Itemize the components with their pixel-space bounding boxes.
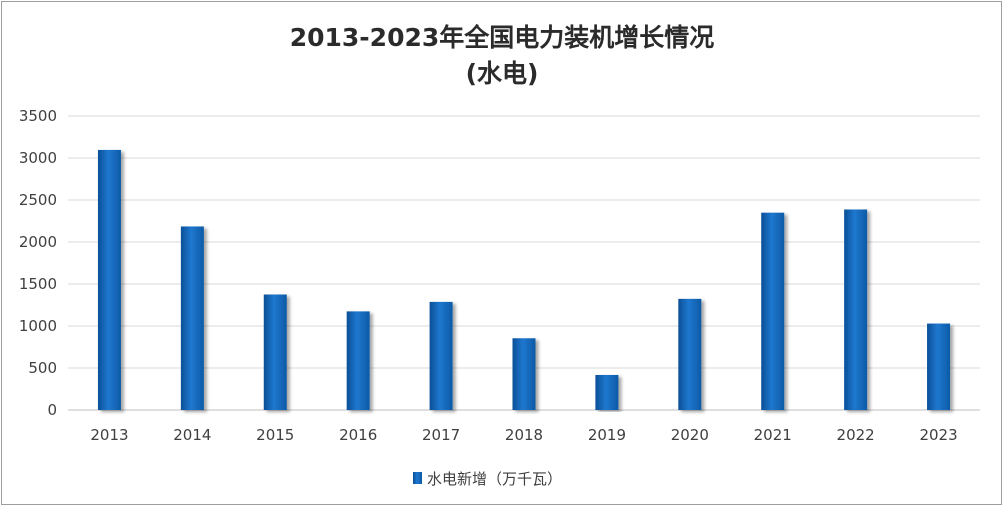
bar-2020 [678, 298, 702, 410]
y-tick-label: 1500 [19, 275, 57, 293]
x-tick-label: 2014 [173, 426, 211, 444]
x-tick-label: 2013 [90, 426, 128, 444]
bar-2019 [595, 374, 619, 410]
bar-2018 [512, 338, 536, 410]
y-tick-label: 2500 [19, 191, 57, 209]
x-tick-label: 2020 [671, 426, 709, 444]
x-tick-label: 2016 [339, 426, 377, 444]
x-tick-label: 2022 [837, 426, 875, 444]
legend: 水电新增（万千瓦） [413, 470, 562, 488]
y-tick-label: 1000 [19, 317, 57, 335]
x-tick-label: 2017 [422, 426, 460, 444]
bar-2014 [180, 226, 204, 410]
chart-subtitle: (水电) [466, 59, 539, 88]
bars [97, 149, 951, 410]
x-tick-label: 2015 [256, 426, 294, 444]
bar-2023 [927, 323, 951, 410]
y-axis-ticks: 0 500 1000 1500 2000 2500 3000 3500 [19, 107, 57, 419]
x-tick-label: 2019 [588, 426, 626, 444]
chart-title: 2013-2023年全国电力装机增长情况 [290, 23, 715, 52]
y-tick-label: 3000 [19, 149, 57, 167]
y-tick-label: 500 [28, 359, 57, 377]
legend-label: 水电新增（万千瓦） [427, 470, 562, 488]
bar-2021 [761, 212, 785, 410]
bar-2013 [97, 149, 121, 410]
y-tick-label: 0 [47, 401, 57, 419]
gridlines [68, 115, 980, 411]
x-axis-ticks: 2013 2014 2015 2016 2017 2018 2019 2020 2021 2022… [90, 426, 957, 444]
x-tick-label: 2018 [505, 426, 543, 444]
x-tick-label: 2023 [919, 426, 957, 444]
y-tick-label: 2000 [19, 233, 57, 251]
bar-2017 [429, 301, 453, 410]
y-tick-label: 3500 [19, 107, 57, 125]
bar-2022 [844, 209, 868, 410]
x-tick-label: 2021 [754, 426, 792, 444]
legend-swatch [413, 472, 422, 484]
bar-2016 [346, 311, 370, 410]
bar-2015 [263, 294, 287, 410]
